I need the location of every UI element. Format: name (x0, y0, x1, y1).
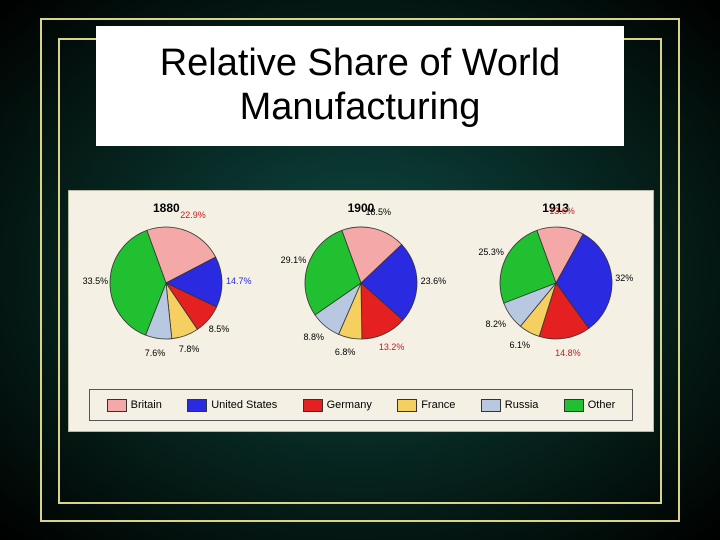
legend-swatch (564, 399, 584, 412)
legend-item-other: Other (564, 399, 616, 412)
legend-swatch (397, 399, 417, 412)
legend-label: France (421, 399, 455, 411)
legend-item-us: United States (187, 399, 277, 412)
slice-label: 13.6% (549, 206, 575, 216)
chart-1880: 1880 22.9%14.7%8.5%7.8%7.6%33.5% (71, 197, 261, 377)
slice-label: 6.1% (510, 340, 531, 350)
slice-label: 8.5% (209, 324, 230, 334)
legend: Britain United States Germany France Rus… (89, 389, 633, 421)
slice-label: 13.2% (379, 342, 405, 352)
legend-swatch (107, 399, 127, 412)
legend-swatch (303, 399, 323, 412)
slice-label: 7.8% (179, 344, 200, 354)
chart-year-label: 1880 (71, 201, 261, 215)
slice-label: 6.8% (335, 347, 356, 357)
chart-1913: 1913 13.6%32%14.8%6.1%8.2%25.3% (461, 197, 651, 377)
slice-label: 23.6% (421, 276, 447, 286)
slice-label: 29.1% (281, 255, 307, 265)
charts-row: 1880 22.9%14.7%8.5%7.8%7.6%33.5% 1900 18… (69, 197, 653, 377)
legend-label: Russia (505, 399, 539, 411)
legend-item-germany: Germany (303, 399, 372, 412)
slide-title: Relative Share of World Manufacturing (96, 42, 624, 129)
slice-label: 22.9% (180, 210, 206, 220)
pie-1913: 13.6%32%14.8%6.1%8.2%25.3% (496, 223, 616, 343)
legend-label: Germany (327, 399, 372, 411)
legend-label: Other (588, 399, 616, 411)
legend-swatch (187, 399, 207, 412)
legend-label: United States (211, 399, 277, 411)
slice-label: 32% (615, 273, 633, 283)
legend-item-russia: Russia (481, 399, 539, 412)
slice-label: 14.7% (226, 276, 252, 286)
legend-item-britain: Britain (107, 399, 162, 412)
slice-label: 7.6% (145, 348, 166, 358)
chart-1900: 1900 18.5%23.6%13.2%6.8%8.8%29.1% (266, 197, 456, 377)
title-box: Relative Share of World Manufacturing (96, 26, 624, 146)
pie-1880: 22.9%14.7%8.5%7.8%7.6%33.5% (106, 223, 226, 343)
slice-label: 14.8% (555, 348, 581, 358)
legend-swatch (481, 399, 501, 412)
slice-label: 33.5% (83, 276, 109, 286)
legend-item-france: France (397, 399, 455, 412)
pie-1900: 18.5%23.6%13.2%6.8%8.8%29.1% (301, 223, 421, 343)
legend-label: Britain (131, 399, 162, 411)
slice-label: 8.8% (303, 332, 324, 342)
slice-label: 25.3% (478, 247, 504, 257)
chart-panel: 1880 22.9%14.7%8.5%7.8%7.6%33.5% 1900 18… (68, 190, 654, 432)
slice-label: 8.2% (486, 319, 507, 329)
slide: Relative Share of World Manufacturing 18… (0, 0, 720, 540)
chart-year-label: 1900 (266, 201, 456, 215)
slice-label: 18.5% (365, 207, 391, 217)
